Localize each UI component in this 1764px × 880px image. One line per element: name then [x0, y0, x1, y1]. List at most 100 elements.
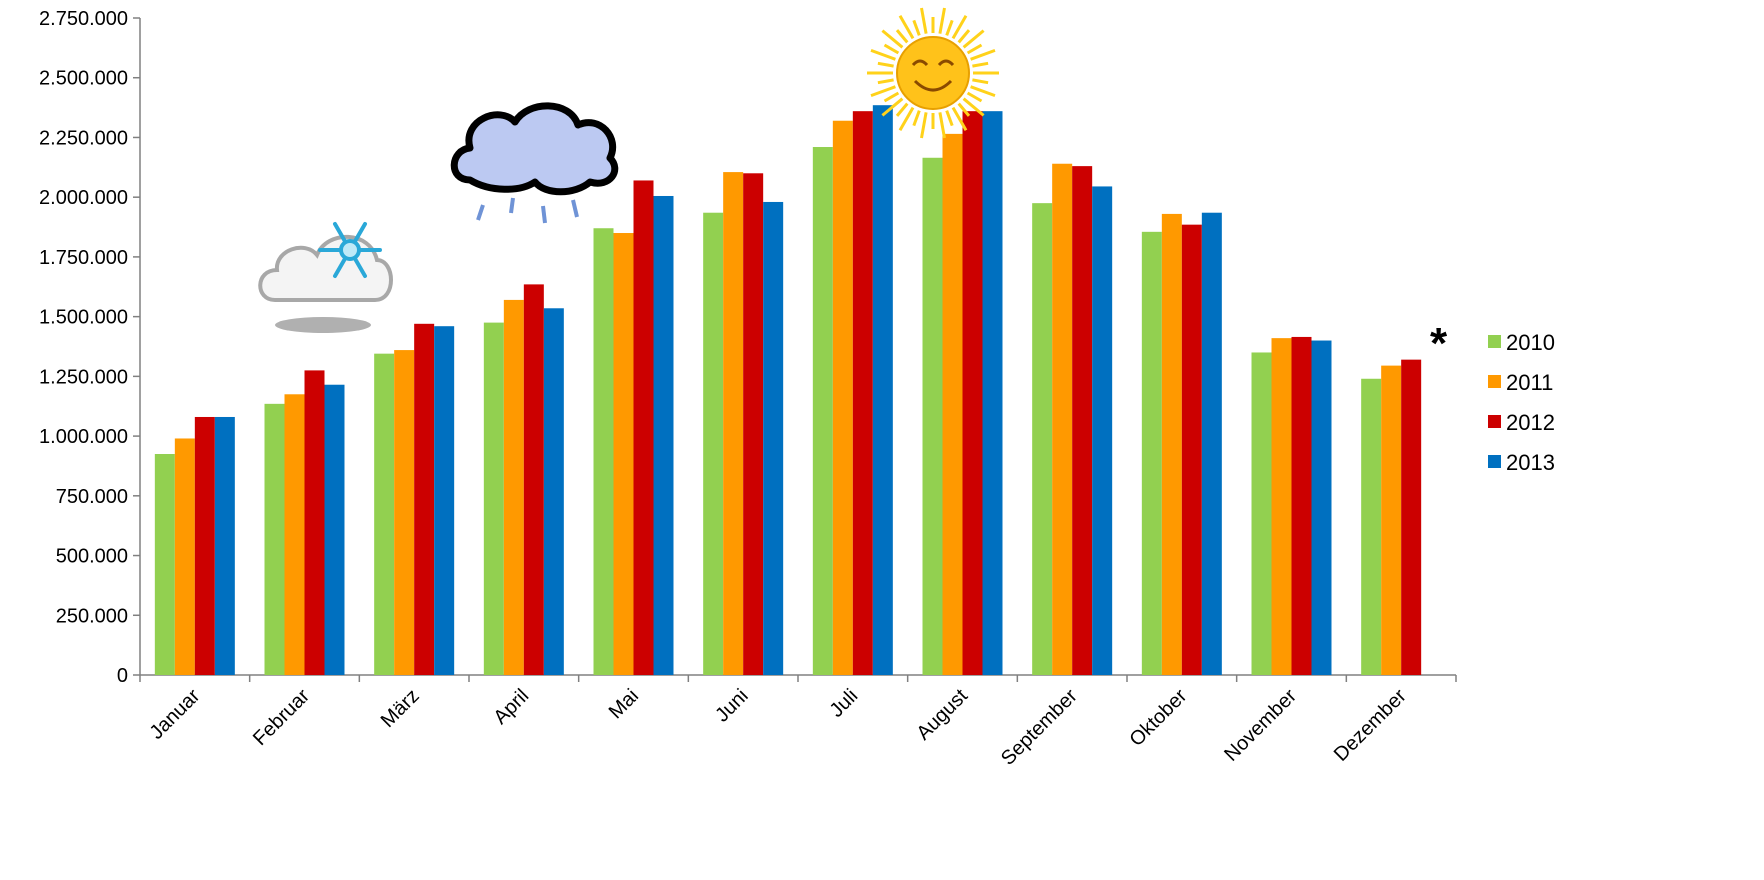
bar-2013-september — [1092, 186, 1113, 675]
bar-2011-oktober — [1161, 213, 1182, 675]
bar-2013-januar — [214, 416, 235, 675]
snow-cloud-body — [258, 234, 393, 302]
y-tick-label: 1.750.000 — [39, 247, 128, 269]
sun-ray — [877, 78, 894, 85]
sun-ray — [938, 112, 946, 139]
bar-2010-juni — [703, 212, 724, 675]
x-tick-label: Oktober — [1125, 685, 1191, 751]
bar-2012-november — [1291, 336, 1312, 675]
bar-2012-oktober — [1181, 224, 1202, 675]
sun-ray — [895, 29, 909, 44]
y-tick-label: 750.000 — [56, 486, 128, 508]
legend-label-2012: 2012 — [1506, 410, 1555, 435]
legend-swatch-2013 — [1488, 455, 1501, 468]
x-tick-label: Juli — [826, 685, 863, 722]
x-tick-label: Januar — [146, 685, 205, 744]
sun-ray — [966, 91, 983, 103]
sun-ray — [870, 85, 896, 98]
bar-2012-februar — [304, 370, 325, 675]
sun-ray — [877, 61, 894, 68]
bar-2013-oktober — [1201, 212, 1222, 675]
legend-swatch-2010 — [1488, 335, 1501, 348]
bar-2010-dezember — [1361, 378, 1382, 675]
legend-swatch-2012 — [1488, 415, 1501, 428]
legend-label-2010: 2010 — [1506, 330, 1555, 355]
y-tick-label: 2.500.000 — [39, 68, 128, 90]
raindrop — [541, 205, 547, 224]
bar-2010-september — [1032, 203, 1053, 675]
sun-ray — [898, 106, 915, 131]
bar-2012-august — [962, 111, 983, 675]
sun-ray — [970, 85, 996, 98]
bar-2012-mai — [633, 180, 654, 675]
bar-2010-oktober — [1141, 231, 1162, 675]
sun-eye-right — [937, 59, 955, 67]
x-tick-label: November — [1220, 685, 1301, 766]
legend-label-2013: 2013 — [1506, 450, 1555, 475]
raindrop — [509, 197, 515, 214]
bar-2010-februar — [264, 403, 285, 675]
bar-2012-märz — [414, 323, 435, 675]
bar-2011-november — [1271, 338, 1292, 675]
y-tick-label: 1.500.000 — [39, 307, 128, 329]
y-tick-label: 0 — [117, 665, 128, 687]
snowflake-center — [339, 239, 361, 261]
x-tick-label: Juni — [711, 685, 753, 727]
y-tick-label: 500.000 — [56, 546, 128, 568]
sun-ray — [972, 78, 989, 85]
snowflake-icon — [318, 222, 382, 278]
x-tick-label: März — [377, 685, 424, 732]
bar-2010-november — [1251, 352, 1272, 675]
bar-2013-juni — [763, 201, 784, 675]
bar-2010-märz — [374, 353, 395, 675]
x-tick-label: April — [490, 685, 534, 729]
sun-ray — [945, 110, 954, 127]
bar-2013-august — [982, 111, 1003, 675]
bar-2011-januar — [174, 438, 195, 675]
sun-ray — [898, 15, 915, 40]
legend-swatch-2011 — [1488, 375, 1501, 388]
sun-ray — [912, 19, 921, 36]
y-tick-label: 1.250.000 — [39, 366, 128, 388]
sun-ray — [883, 43, 900, 55]
bar-2011-juli — [832, 120, 853, 676]
raindrop — [476, 204, 485, 221]
bar-2011-februar — [284, 394, 305, 675]
y-tick-label: 2.000.000 — [39, 187, 128, 209]
y-tick-label: 250.000 — [56, 605, 128, 627]
sun-ray — [920, 112, 928, 139]
bar-2013-april — [543, 308, 564, 675]
sun-ray — [945, 19, 954, 36]
footnote-asterisk: * — [1430, 319, 1448, 368]
sun-ray — [883, 91, 900, 103]
sun-ray — [951, 106, 968, 131]
x-tick-label: September — [997, 685, 1082, 770]
x-tick-label: Februar — [249, 685, 314, 750]
bar-2013-juli — [872, 105, 893, 675]
bar-2012-dezember — [1401, 359, 1422, 675]
bar-2011-september — [1052, 163, 1073, 675]
x-tick-label: Mai — [605, 685, 643, 723]
bar-2012-april — [523, 284, 544, 675]
x-tick-label: Dezember — [1330, 685, 1411, 766]
bar-2013-märz — [434, 326, 455, 675]
y-tick-label: 2.250.000 — [39, 127, 128, 149]
rain-cloud-icon — [450, 102, 619, 224]
bar-2010-mai — [593, 228, 614, 676]
bar-2011-august — [942, 133, 963, 675]
sun-ray — [881, 97, 904, 117]
sun-ray — [962, 29, 985, 49]
bar-2013-februar — [324, 384, 345, 675]
sun-ray — [957, 102, 971, 117]
bar-2012-juni — [743, 173, 764, 676]
sun-ray — [962, 97, 985, 117]
sun-ray — [870, 48, 896, 61]
sun-face — [896, 36, 970, 110]
bar-2010-april — [483, 322, 504, 675]
sun-ray — [938, 7, 946, 34]
sun-ray — [972, 61, 989, 68]
sun-icon — [867, 7, 999, 139]
rain-cloud-body — [450, 102, 619, 196]
